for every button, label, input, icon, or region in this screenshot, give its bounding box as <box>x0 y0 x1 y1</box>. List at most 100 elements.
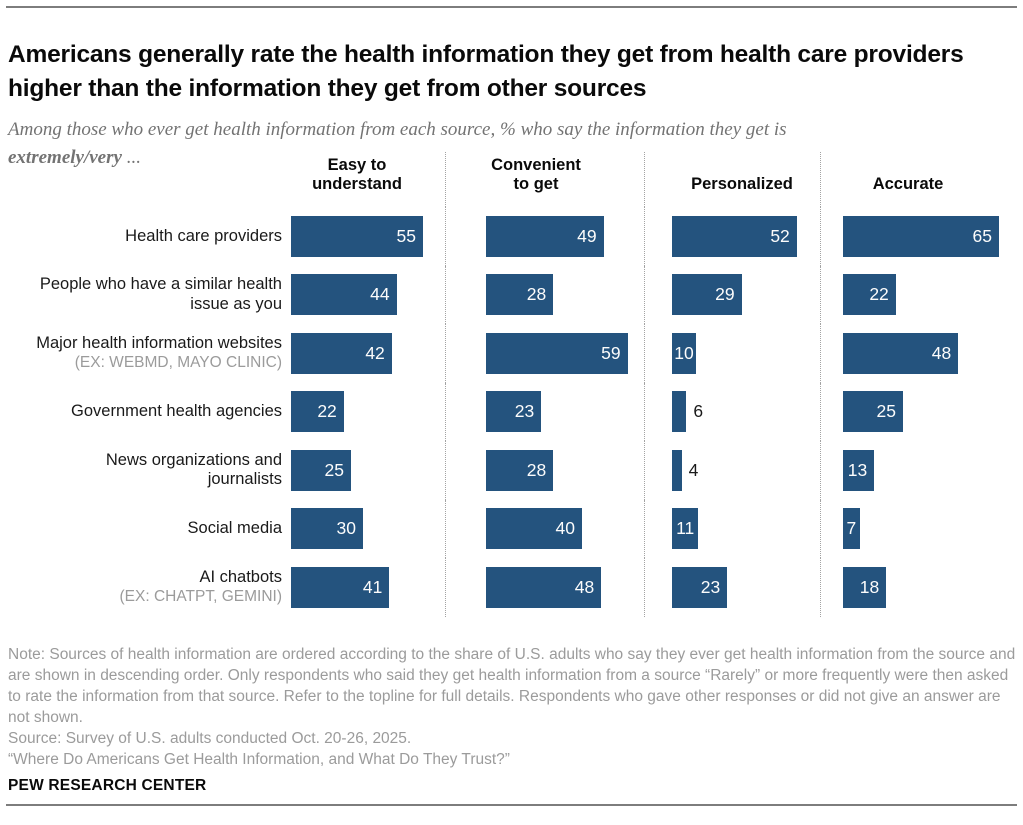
footnotes: Note: Sources of health information are … <box>8 644 1016 770</box>
bar-cell: 23 <box>445 382 644 441</box>
header-spacer <box>0 152 286 207</box>
bar-value: 52 <box>770 225 790 246</box>
bar-cell: 22 <box>820 265 1023 324</box>
bar-cell: 44 <box>286 266 445 325</box>
bar-personalized-ai-chatbots: 23 <box>672 566 728 608</box>
row-label-ai-chatbots: AI chatbots (EX: CHATPT, GEMINI) <box>0 558 286 617</box>
bar-accurate-news-organizations: 13 <box>843 449 875 491</box>
bar-convenient-health-care-providers: 49 <box>486 215 604 257</box>
bar-value: 30 <box>336 518 356 539</box>
bar-value: 18 <box>859 576 880 597</box>
bar-accurate-social-media: 7 <box>843 508 860 550</box>
column-header-easy-to-understand: Easy to understand <box>312 156 402 193</box>
bar-cell: 41 <box>286 558 445 617</box>
bar-cell: 4 <box>644 441 820 500</box>
row-label-similar-health-issue: People who have a similar health issue a… <box>39 275 282 313</box>
bar-accurate-health-care-providers: 65 <box>843 215 999 257</box>
report-title-text: “Where Do Americans Get Health Informati… <box>8 751 510 768</box>
bar-value: 42 <box>365 342 385 363</box>
row-sublabel: (EX: CHATPT, GEMINI) <box>119 588 282 606</box>
bar-accurate-similar-health-issue: 22 <box>843 274 896 316</box>
bar-convenient-ai-chatbots: 48 <box>486 566 602 608</box>
bar-value: 55 <box>396 225 416 246</box>
row-label-health-care-providers: Health care providers <box>125 226 282 245</box>
bar-easy-similar-health-issue: 44 <box>291 274 397 316</box>
bar-cell: 13 <box>820 441 1023 500</box>
column-header-accurate: Accurate <box>820 152 1023 207</box>
bar-value: 29 <box>715 284 735 305</box>
bar-cell: 48 <box>445 558 644 617</box>
chart-subtitle: Among those who ever get health informat… <box>8 116 988 172</box>
bar-personalized-major-health-websites: 10 <box>672 332 696 374</box>
pew-research-center-wordmark: PEW RESEARCH CENTER <box>8 777 207 794</box>
bar-personalized-similar-health-issue: 29 <box>672 274 742 316</box>
row-sublabel: (EX: WEBMD, MAYO CLINIC) <box>74 354 282 372</box>
bar-accurate-government-health-agencies: 25 <box>843 391 903 433</box>
column-header-personalized: Personalized <box>644 152 820 207</box>
bar-value: 40 <box>555 518 575 539</box>
bar-cell: 6 <box>644 382 820 441</box>
bar-cell: 11 <box>644 499 820 558</box>
bar-value: 25 <box>324 459 344 480</box>
bar-easy-ai-chatbots: 41 <box>291 566 390 608</box>
bar-value: 6 <box>693 401 704 422</box>
bar-value: 13 <box>847 459 868 480</box>
bar-accurate-major-health-websites: 48 <box>843 332 959 374</box>
bar-cell: 25 <box>286 441 445 500</box>
bar-easy-health-care-providers: 55 <box>291 215 423 257</box>
bar-convenient-similar-health-issue: 28 <box>486 274 554 316</box>
bar-value: 28 <box>526 459 547 480</box>
bar-value: 44 <box>370 284 390 305</box>
bar-convenient-major-health-websites: 59 <box>486 332 628 374</box>
bar-cell: 42 <box>286 324 445 383</box>
source-text: Source: Survey of U.S. adults conducted … <box>8 730 412 747</box>
subtitle-bold: extremely/very <box>8 147 122 168</box>
bar-cell: 25 <box>820 382 1023 441</box>
subtitle-line1: Among those who ever get health informat… <box>8 119 787 140</box>
bar-value: 48 <box>574 576 595 597</box>
bar-cell: 49 <box>445 207 644 266</box>
row-label-major-health-websites: Major health information websites (EX: W… <box>0 324 286 383</box>
bar-value: 48 <box>931 342 952 363</box>
chart-title: Americans generally rate the health info… <box>8 41 964 103</box>
bar-value: 49 <box>577 225 597 246</box>
bar-cell: 55 <box>286 207 445 266</box>
bar-cell: 48 <box>820 324 1023 383</box>
bar-value: 25 <box>876 401 896 422</box>
bar-value: 10 <box>674 342 694 363</box>
row-label-government-health-agencies: Government health agencies <box>71 402 282 420</box>
bar-convenient-social-media: 40 <box>486 508 582 550</box>
bar-cell: 29 <box>644 265 820 324</box>
bar-value: 65 <box>972 225 992 246</box>
bar-value: 22 <box>317 401 337 422</box>
bar-personalized-social-media: 11 <box>672 508 699 550</box>
bar-cell: 59 <box>445 324 644 383</box>
bar-cell: 40 <box>445 499 644 558</box>
bar-value: 23 <box>514 401 535 422</box>
bar-cell: 23 <box>644 558 820 617</box>
bar-value: 11 <box>676 518 695 539</box>
bar-easy-government-health-agencies: 22 <box>291 391 344 433</box>
bar-cell: 28 <box>445 265 644 324</box>
bar-convenient-news-organizations: 28 <box>486 449 554 491</box>
bar-value: 59 <box>601 342 621 363</box>
bar-easy-social-media: 30 <box>291 508 363 550</box>
bar-cell: 65 <box>820 207 1023 266</box>
row-label-news-organizations: News organizations and journalists <box>105 450 282 489</box>
bar-personalized-government-health-agencies: 6 <box>672 391 703 433</box>
column-header-convenient-to-get: Convenient to get <box>445 152 644 207</box>
bar-personalized-news-organizations: 4 <box>672 449 698 491</box>
bar-cell: 30 <box>286 500 445 559</box>
bar-cell: 28 <box>445 441 644 500</box>
bar-personalized-health-care-providers: 52 <box>672 215 797 257</box>
bar-value: 7 <box>846 518 857 539</box>
note-text: Note: Sources of health information are … <box>8 646 1016 726</box>
bar-value: 23 <box>700 576 721 597</box>
bar-convenient-government-health-agencies: 23 <box>486 391 542 433</box>
bar-cell: 7 <box>820 499 1023 558</box>
bar-cell: 52 <box>644 207 820 266</box>
top-divider <box>6 6 1017 8</box>
bar-chart: Easy to understand Convenient to get Per… <box>0 152 1023 617</box>
bar-easy-news-organizations: 25 <box>291 449 351 491</box>
bar-easy-major-health-websites: 42 <box>291 332 392 374</box>
